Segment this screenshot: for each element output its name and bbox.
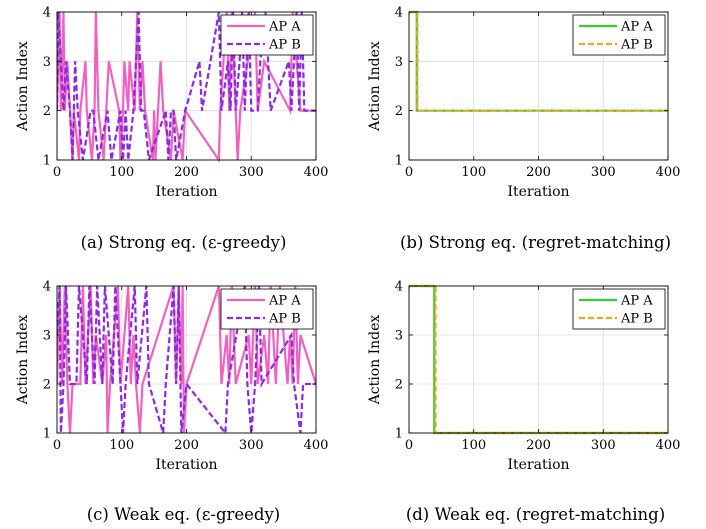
legend-label: AP A: [620, 294, 653, 309]
panel-caption: (a) Strong eq. (ε-greedy): [81, 233, 287, 252]
y-tick-label: 3: [43, 329, 51, 344]
x-tick-label: 100: [109, 438, 134, 453]
panel-caption: (b) Strong eq. (regret-matching): [400, 233, 671, 252]
legend: AP A AP B: [572, 14, 666, 56]
x-tick-label: 0: [405, 438, 413, 453]
y-tick-label: 1: [43, 427, 51, 442]
x-tick-label: 300: [591, 165, 616, 180]
legend-label: AP A: [620, 20, 653, 35]
y-tick-label: 1: [43, 154, 51, 169]
x-axis-label: Iteration: [507, 457, 569, 473]
legend: AP A AP B: [220, 288, 314, 330]
x-tick-label: 400: [304, 438, 329, 453]
x-tick-label: 400: [656, 165, 681, 180]
y-tick-label: 2: [43, 378, 51, 393]
x-tick-label: 100: [109, 165, 134, 180]
x-axis-label: Iteration: [507, 184, 569, 200]
legend-label: AP B: [268, 38, 301, 53]
x-tick-label: 100: [461, 165, 486, 180]
x-tick-label: 400: [304, 165, 329, 180]
y-tick-label: 1: [395, 154, 403, 169]
y-tick-label: 2: [395, 378, 403, 393]
y-axis-label: Action Index: [367, 315, 383, 406]
legend: AP A AP B: [572, 288, 666, 330]
chart-panel-3: 0 100 200 300 400 1 2 3 4 Iteration Action Index AP…: [367, 280, 680, 525]
x-tick-label: 300: [591, 438, 616, 453]
y-axis-label: Action Index: [15, 41, 31, 132]
y-axis-label: Action Index: [367, 41, 383, 132]
y-tick-label: 3: [395, 329, 403, 344]
series-line-ap-b: [57, 285, 316, 435]
chart-panel-1: 0 100 200 300 400 1 2 3 4 Iteration Action Index AP…: [367, 6, 680, 253]
x-tick-label: 200: [174, 165, 199, 180]
x-tick-label: 200: [526, 438, 551, 453]
x-tick-label: 100: [461, 438, 486, 453]
x-tick-label: 200: [174, 438, 199, 453]
legend-box: [572, 14, 666, 56]
legend-label: AP B: [620, 312, 653, 327]
chart-panel-2: 0 100 200 300 400 1 2 3 4 Iteration Action Index AP…: [15, 280, 328, 525]
legend-label: AP B: [268, 312, 301, 327]
chart-panel-0: 0 100 200 300 400 1 2 3 4 Iteration Action Index AP…: [15, 6, 328, 253]
legend-box: [572, 288, 666, 330]
y-tick-label: 4: [43, 280, 51, 295]
y-tick-label: 3: [43, 55, 51, 70]
y-tick-label: 1: [395, 427, 403, 442]
x-axis-label: Iteration: [155, 457, 217, 473]
legend-box: [220, 288, 314, 330]
x-tick-label: 0: [405, 165, 413, 180]
x-tick-label: 400: [656, 438, 681, 453]
x-axis-label: Iteration: [155, 184, 217, 200]
panel-caption: (c) Weak eq. (ε-greedy): [87, 505, 281, 524]
legend-label: AP B: [620, 38, 653, 53]
legend-label: AP A: [268, 20, 301, 35]
legend-box: [220, 14, 314, 56]
panel-caption: (d) Weak eq. (regret-matching): [406, 505, 665, 524]
x-tick-label: 200: [526, 165, 551, 180]
y-tick-label: 3: [395, 55, 403, 70]
x-tick-label: 300: [239, 165, 264, 180]
y-axis-label: Action Index: [15, 315, 31, 406]
y-tick-label: 2: [43, 104, 51, 119]
legend-label: AP A: [268, 294, 301, 309]
legend: AP A AP B: [220, 14, 314, 56]
x-tick-label: 0: [53, 165, 61, 180]
y-tick-label: 4: [395, 280, 403, 295]
y-tick-label: 2: [395, 104, 403, 119]
x-tick-label: 300: [239, 438, 264, 453]
y-tick-label: 4: [43, 6, 51, 21]
y-tick-label: 4: [395, 6, 403, 21]
x-tick-label: 0: [53, 438, 61, 453]
